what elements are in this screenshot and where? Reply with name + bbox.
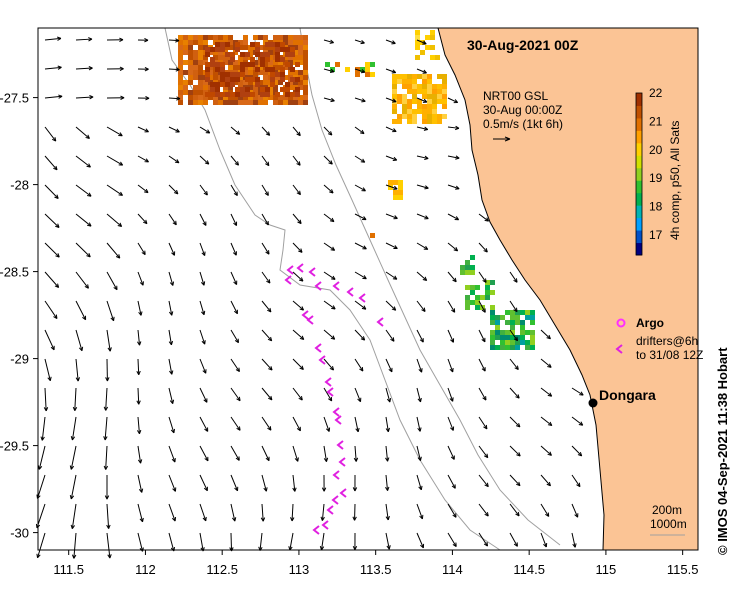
y-tick-label: -29 xyxy=(10,352,29,367)
plot-border xyxy=(37,27,699,551)
current-vectors xyxy=(35,36,584,559)
argo-marker xyxy=(616,318,626,328)
drifters-sublabel: to 31/08 12Z xyxy=(636,348,703,362)
colorbar-tick: 19 xyxy=(649,171,663,185)
x-tick-label: 113 xyxy=(289,562,310,577)
info-line-3: 0.5m/s (1kt 6h) xyxy=(483,117,563,131)
colorbar: 22 21 20 19 18 17 xyxy=(635,86,663,256)
y-tick-label: -29.5 xyxy=(0,439,29,454)
isobath-label-200m: 200m xyxy=(652,503,682,517)
colorbar-segment xyxy=(636,192,642,206)
colorbar-segment xyxy=(636,230,642,244)
x-tick-label: 115 xyxy=(596,562,617,577)
x-axis: 111.5 112 112.5 113 113.5 114 114.5 115 115.5 xyxy=(53,550,698,577)
colorbar-tick: 18 xyxy=(649,200,663,214)
colorbar-segment xyxy=(636,117,642,131)
colorbar-tick: 21 xyxy=(649,114,663,128)
colorbar-tick: 22 xyxy=(649,86,663,100)
x-tick-label: 112.5 xyxy=(206,562,238,577)
colorbar-tick: 17 xyxy=(649,228,663,242)
y-tick-label: -30 xyxy=(10,526,29,541)
sst-patches xyxy=(178,30,535,350)
argo-legend: Argo xyxy=(616,316,664,330)
colorbar-label: 4h comp, p50, All Sats xyxy=(668,121,682,240)
drifter-marker xyxy=(615,344,623,354)
y-tick-label: -28 xyxy=(10,178,29,193)
colorbar-segment xyxy=(636,130,642,144)
colorbar-segment xyxy=(636,217,642,231)
land-mass xyxy=(437,27,699,551)
x-tick-label: 114 xyxy=(442,562,463,577)
drifters-label: drifters@6h xyxy=(636,334,698,348)
x-tick-label: 112 xyxy=(135,562,156,577)
copyright-text: © IMOS 04-Sep-2021 11:38 Hobart xyxy=(715,347,730,555)
info-line-1: NRT00 GSL xyxy=(483,89,548,103)
scale-arrow xyxy=(493,136,511,142)
argo-label: Argo xyxy=(636,316,664,330)
isobath-200m xyxy=(299,27,561,546)
colorbar-segment xyxy=(636,167,642,181)
colorbar-segment xyxy=(636,205,642,219)
dongara-marker xyxy=(588,398,598,408)
colorbar-tick: 20 xyxy=(649,143,663,157)
colorbar-segment xyxy=(636,105,642,119)
colorbar-segment xyxy=(636,155,642,169)
x-tick-label: 113.5 xyxy=(360,562,392,577)
colorbar-segment xyxy=(636,180,642,194)
map-title: 30-Aug-2021 00Z xyxy=(467,37,579,53)
place-label-dongara: Dongara xyxy=(599,387,656,403)
colorbar-segment xyxy=(636,242,642,256)
isobath-label-1000m: 1000m xyxy=(650,517,687,531)
colorbar-segment xyxy=(636,93,642,106)
y-tick-label: -27.5 xyxy=(0,91,29,106)
x-tick-label: 115.5 xyxy=(667,562,699,577)
info-line-2: 30-Aug 00:00Z xyxy=(483,103,562,117)
y-axis: -27.5 -28 -28.5 -29 -29.5 -30 xyxy=(0,91,38,541)
isobath-1000m xyxy=(164,27,501,551)
colorbar-segment xyxy=(636,142,642,156)
x-tick-label: 111.5 xyxy=(53,562,84,577)
x-tick-label: 114.5 xyxy=(513,562,545,577)
drifter-tracks xyxy=(284,263,384,535)
y-tick-label: -28.5 xyxy=(0,265,29,280)
colorbar-frame xyxy=(635,92,643,256)
drifter-legend: drifters@6h to 31/08 12Z xyxy=(615,334,703,362)
